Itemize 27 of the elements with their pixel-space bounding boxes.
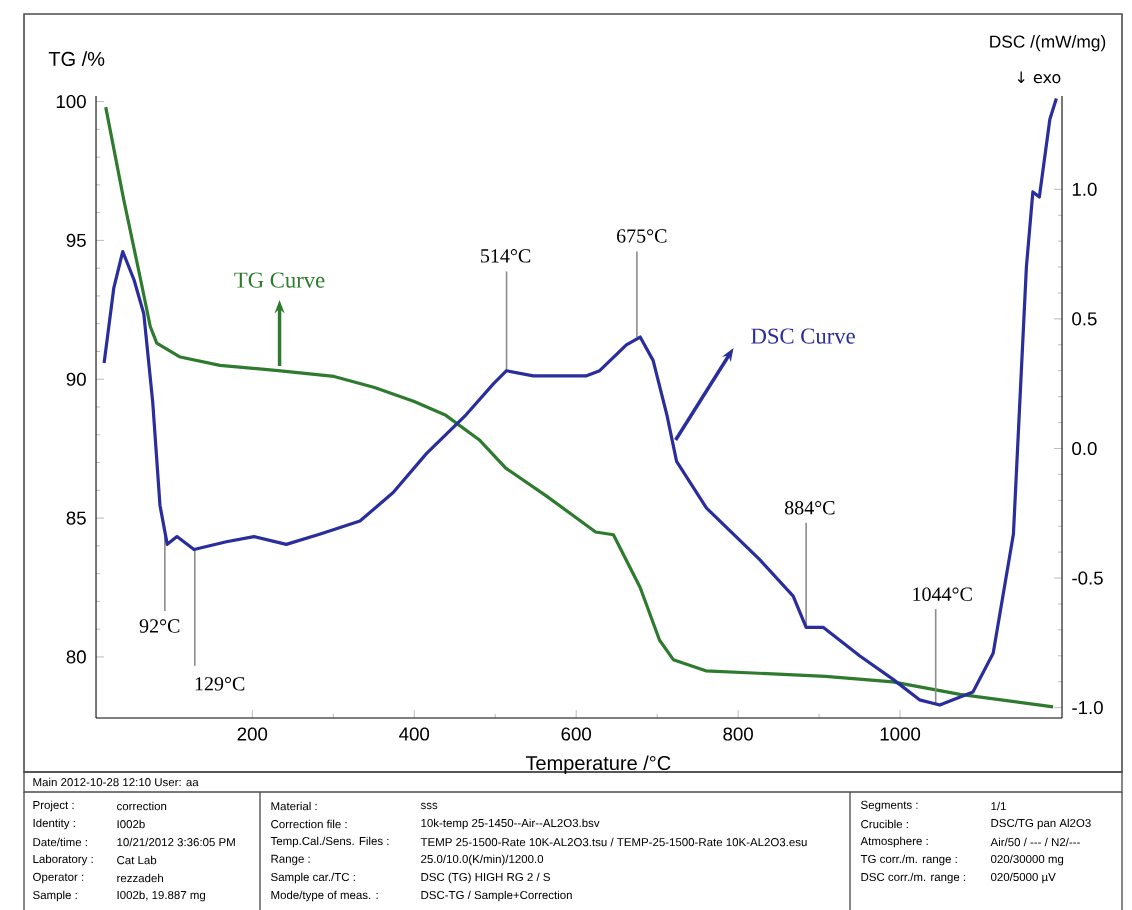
y-tick-label: 80 <box>66 650 86 664</box>
y-tick-label: 85 <box>66 511 86 525</box>
x-tick-label: 600 <box>561 727 592 741</box>
y2-tick-label: 0.5 <box>1072 312 1097 326</box>
text: ↓ exo <box>1017 71 1061 84</box>
x-axis-title: Temperature /°C <box>525 755 671 775</box>
text: DSC Curve <box>751 328 855 344</box>
y-tick-label: 90 <box>66 372 86 386</box>
y2-tick-label: 1.0 <box>1072 182 1097 196</box>
annotation: 675°C <box>617 229 667 243</box>
y-axis-title: TG /% <box>48 51 105 67</box>
text: TG Curve <box>234 272 325 288</box>
y-tick-label: 100 <box>56 94 86 109</box>
x-tick-label: 1000 <box>880 727 921 741</box>
y2-tick-label: -0.5 <box>1072 571 1103 585</box>
annotation: 884°C <box>784 501 835 515</box>
y-tick-label: 95 <box>66 233 86 247</box>
x-tick-label: 400 <box>399 727 430 741</box>
y2-tick-label: 0.0 <box>1072 441 1097 456</box>
x-tick-label: 800 <box>723 727 753 741</box>
annotation: 129°C <box>195 677 245 691</box>
annotation: 92°C <box>139 619 180 633</box>
y2-tick-label: -1.0 <box>1072 701 1103 715</box>
x-tick-label: 200 <box>237 727 268 741</box>
annotation: 1044°C <box>913 587 972 601</box>
annotation: 514°C <box>481 249 531 263</box>
y2-axis-title: DSC /(mW/mg) <box>990 35 1106 52</box>
